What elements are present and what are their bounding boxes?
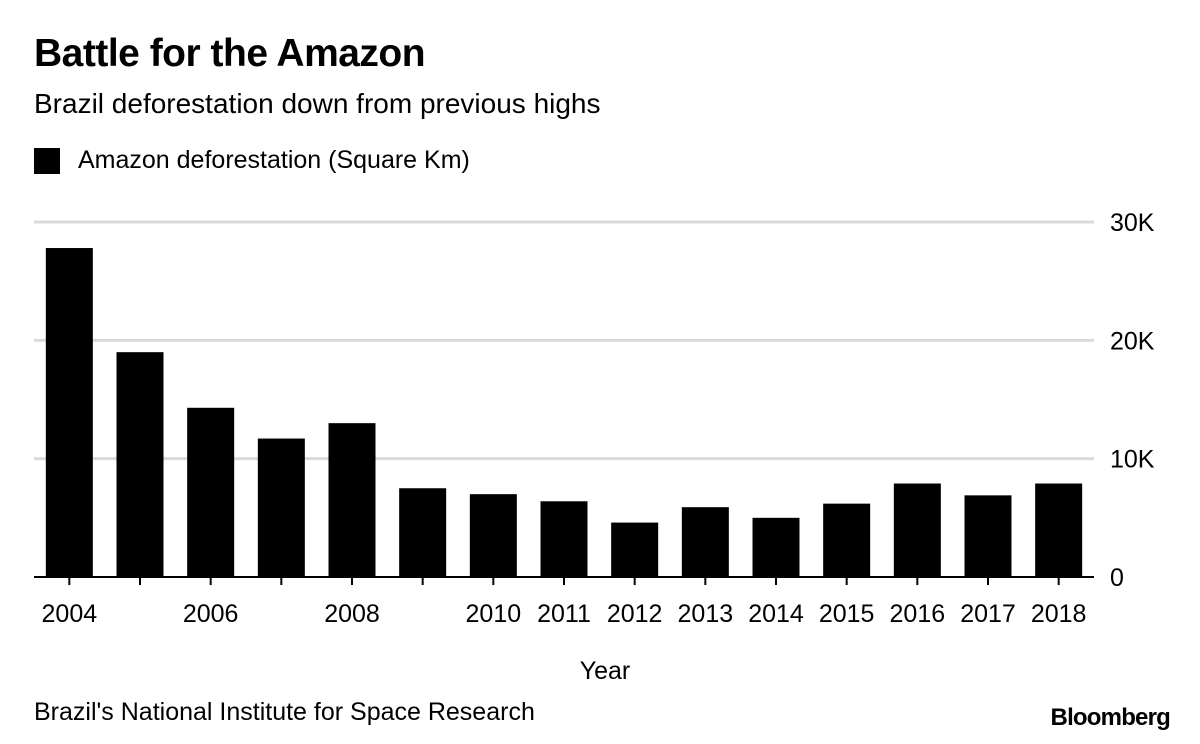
- y-tick-label: 10K: [1110, 446, 1155, 474]
- y-tick-label: 0: [1110, 564, 1124, 592]
- legend-swatch: [34, 147, 60, 174]
- bar-2009: [399, 488, 447, 577]
- x-tick-label: 2014: [748, 600, 804, 628]
- x-tick-label: 2017: [960, 600, 1016, 628]
- x-tick-label: 2011: [537, 600, 591, 628]
- x-tick-label: 2016: [890, 600, 946, 628]
- bar-2017: [964, 495, 1012, 577]
- x-tick-label: 2015: [819, 600, 875, 628]
- x-tick-label: 2010: [466, 600, 522, 628]
- bar-2011: [540, 501, 588, 577]
- bar-2004: [45, 248, 93, 578]
- bar-2013: [681, 507, 729, 577]
- bar-2008: [328, 423, 376, 577]
- chart-title: Battle for the Amazon: [34, 32, 426, 75]
- x-tick-label: 2004: [42, 600, 98, 628]
- legend-label: Amazon deforestation (Square Km): [78, 146, 470, 174]
- bar-2007: [257, 438, 305, 577]
- x-axis-label: Year: [580, 657, 631, 685]
- source-note: Brazil's National Institute for Space Re…: [34, 698, 535, 726]
- bar-2016: [893, 483, 941, 577]
- x-tick-label: 2013: [678, 600, 734, 628]
- y-tick-label: 30K: [1110, 209, 1155, 237]
- bloomberg-logo: Bloomberg: [1050, 704, 1171, 731]
- bar-2012: [611, 522, 659, 577]
- x-tick-label: 2008: [324, 600, 380, 628]
- bar-2006: [187, 407, 235, 577]
- x-tick-label: 2012: [607, 600, 663, 628]
- bar-2005: [116, 352, 164, 577]
- chart-subtitle: Brazil deforestation down from previous …: [34, 88, 601, 119]
- x-tick-label: 2018: [1031, 600, 1087, 628]
- legend: Amazon deforestation (Square Km): [34, 146, 470, 175]
- y-tick-label: 20K: [1110, 327, 1155, 355]
- bar-2015: [823, 503, 871, 577]
- bar-2014: [752, 517, 800, 577]
- bar-2018: [1035, 483, 1083, 577]
- x-tick-label: 2006: [183, 600, 239, 628]
- bar-2010: [469, 494, 517, 577]
